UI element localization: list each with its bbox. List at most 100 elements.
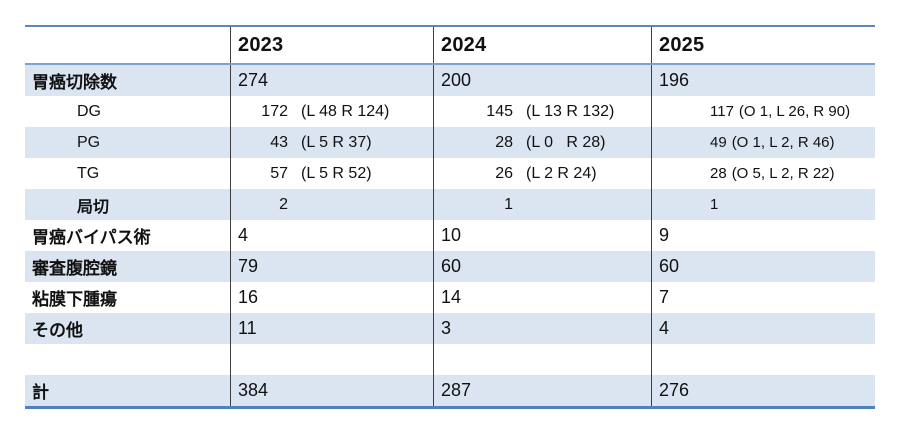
sub-count-breakdown: (L 5 R 37) — [301, 133, 372, 151]
sub-count-value: 28 — [495, 133, 513, 151]
count-value: 7 — [659, 287, 670, 307]
sub-count-value: 1 — [710, 196, 719, 213]
category-label: 粘膜下腫瘍 — [32, 290, 117, 309]
year-value-cell: 196 — [651, 65, 875, 96]
year-value-cell — [651, 344, 875, 375]
year-value-cell: 16 — [230, 282, 433, 313]
table-row: 胃癌バイパス術 4 10 9 — [25, 220, 875, 251]
table-row: 局切 2 1 1 — [25, 189, 875, 220]
year-value-cell: 49 (O 1, L 2, R 46) — [651, 127, 875, 158]
year-value-cell: 57 (L 5 R 52) — [230, 158, 433, 189]
count-value: 4 — [238, 225, 249, 245]
year-value-cell: 145 (L 13 R 132) — [433, 96, 651, 127]
total-label: 計 — [32, 383, 49, 402]
sub-count-value: 49 — [710, 134, 727, 151]
row-label-cell: 胃癌バイパス術 — [25, 220, 230, 251]
year-value-cell: 7 — [651, 282, 875, 313]
procedure-sub-label: TG — [77, 164, 100, 182]
sub-count-value: 43 — [270, 133, 288, 151]
total-count-value: 276 — [659, 380, 690, 400]
year-value-cell: 276 — [651, 375, 875, 406]
count-value: 14 — [441, 287, 462, 307]
count-value: 9 — [659, 225, 670, 245]
row-label-cell: その他 — [25, 313, 230, 344]
total-count-value: 384 — [238, 380, 269, 400]
sub-count-breakdown: (L 0 R 28) — [526, 133, 606, 151]
year-value-cell: 200 — [433, 65, 651, 96]
year-value-cell: 3 — [433, 313, 651, 344]
header-year-label: 2024 — [441, 33, 487, 56]
table-row: その他 11 3 4 — [25, 313, 875, 344]
procedure-sub-label: PG — [77, 133, 101, 151]
surgery-statistics-table: 2023 2024 2025 胃癌切除数 274 200 196 DG 172 (L 48 … — [25, 25, 875, 409]
header-year-label: 2025 — [659, 33, 705, 56]
sub-count-breakdown: (O 1, L 2, R 46) — [731, 134, 835, 151]
procedure-sub-label: DG — [77, 102, 101, 120]
year-value-cell: 287 — [433, 375, 651, 406]
row-label-cell: 局切 — [25, 189, 230, 220]
row-label-cell — [25, 344, 230, 375]
row-label-cell: PG — [25, 127, 230, 158]
year-value-cell: 4 — [651, 313, 875, 344]
table-row: 胃癌切除数 274 200 196 — [25, 65, 875, 96]
year-value-cell: 28 (O 5, L 2, R 22) — [651, 158, 875, 189]
year-value-cell: 1 — [651, 189, 875, 220]
year-value-cell: 60 — [433, 251, 651, 282]
sub-count-value: 172 — [261, 102, 288, 120]
year-value-cell — [230, 344, 433, 375]
sub-count-value: 1 — [504, 195, 513, 213]
sub-count-breakdown: (O 1, L 26, R 90) — [738, 103, 851, 120]
table-row: PG 43 (L 5 R 37) 28 (L 0 R 28) 49 (O 1, L 2, R… — [25, 127, 875, 158]
count-value: 79 — [238, 256, 259, 276]
year-value-cell: 14 — [433, 282, 651, 313]
sub-count-breakdown: (L 13 R 132) — [526, 102, 615, 120]
header-corner-cell — [25, 27, 230, 63]
year-value-cell: 79 — [230, 251, 433, 282]
row-label-cell: DG — [25, 96, 230, 127]
table-header-row: 2023 2024 2025 — [25, 27, 875, 65]
sub-count-value: 2 — [279, 195, 288, 213]
procedure-sub-label: 局切 — [77, 198, 110, 216]
sub-count-value: 117 — [710, 103, 734, 120]
count-value: 196 — [659, 70, 690, 90]
header-year-2023: 2023 — [230, 27, 433, 63]
year-value-cell: 26 (L 2 R 24) — [433, 158, 651, 189]
table-row: DG 172 (L 48 R 124) 145 (L 13 R 132) 117 (O 1,… — [25, 96, 875, 127]
year-value-cell: 10 — [433, 220, 651, 251]
year-value-cell: 117 (O 1, L 26, R 90) — [651, 96, 875, 127]
table-row: 粘膜下腫瘍 16 14 7 — [25, 282, 875, 313]
year-value-cell: 4 — [230, 220, 433, 251]
count-value: 10 — [441, 225, 462, 245]
category-label: 胃癌バイパス術 — [32, 228, 151, 247]
sub-count-breakdown: (L 2 R 24) — [526, 164, 597, 182]
year-value-cell: 172 (L 48 R 124) — [230, 96, 433, 127]
header-year-label: 2023 — [238, 33, 284, 56]
count-value: 11 — [238, 318, 257, 338]
table-row: 審査腹腔鏡 79 60 60 — [25, 251, 875, 282]
spacer-row — [25, 344, 875, 375]
sub-count-value: 145 — [486, 102, 513, 120]
header-year-2024: 2024 — [433, 27, 651, 63]
count-value: 60 — [441, 256, 462, 276]
year-value-cell: 2 — [230, 189, 433, 220]
count-value: 3 — [441, 318, 452, 338]
count-value: 60 — [659, 256, 680, 276]
row-label-cell: 審査腹腔鏡 — [25, 251, 230, 282]
year-value-cell: 60 — [651, 251, 875, 282]
total-count-value: 287 — [441, 380, 472, 400]
sub-count-breakdown: (O 5, L 2, R 22) — [731, 165, 835, 182]
table-body: 胃癌切除数 274 200 196 DG 172 (L 48 R 124) 145 (L 13 … — [25, 65, 875, 406]
year-value-cell — [433, 344, 651, 375]
sub-count-breakdown: (L 5 R 52) — [301, 164, 372, 182]
row-label-cell: 粘膜下腫瘍 — [25, 282, 230, 313]
row-label-cell: 計 — [25, 375, 230, 406]
category-label: その他 — [32, 321, 83, 340]
count-value: 16 — [238, 287, 259, 307]
category-label: 胃癌切除数 — [32, 73, 117, 92]
sub-count-breakdown: (L 48 R 124) — [301, 102, 390, 120]
year-value-cell: 274 — [230, 65, 433, 96]
year-value-cell: 11 — [230, 313, 433, 344]
sub-count-value: 57 — [270, 164, 288, 182]
table-row: 計 384 287 276 — [25, 375, 875, 406]
sub-count-value: 26 — [495, 164, 513, 182]
